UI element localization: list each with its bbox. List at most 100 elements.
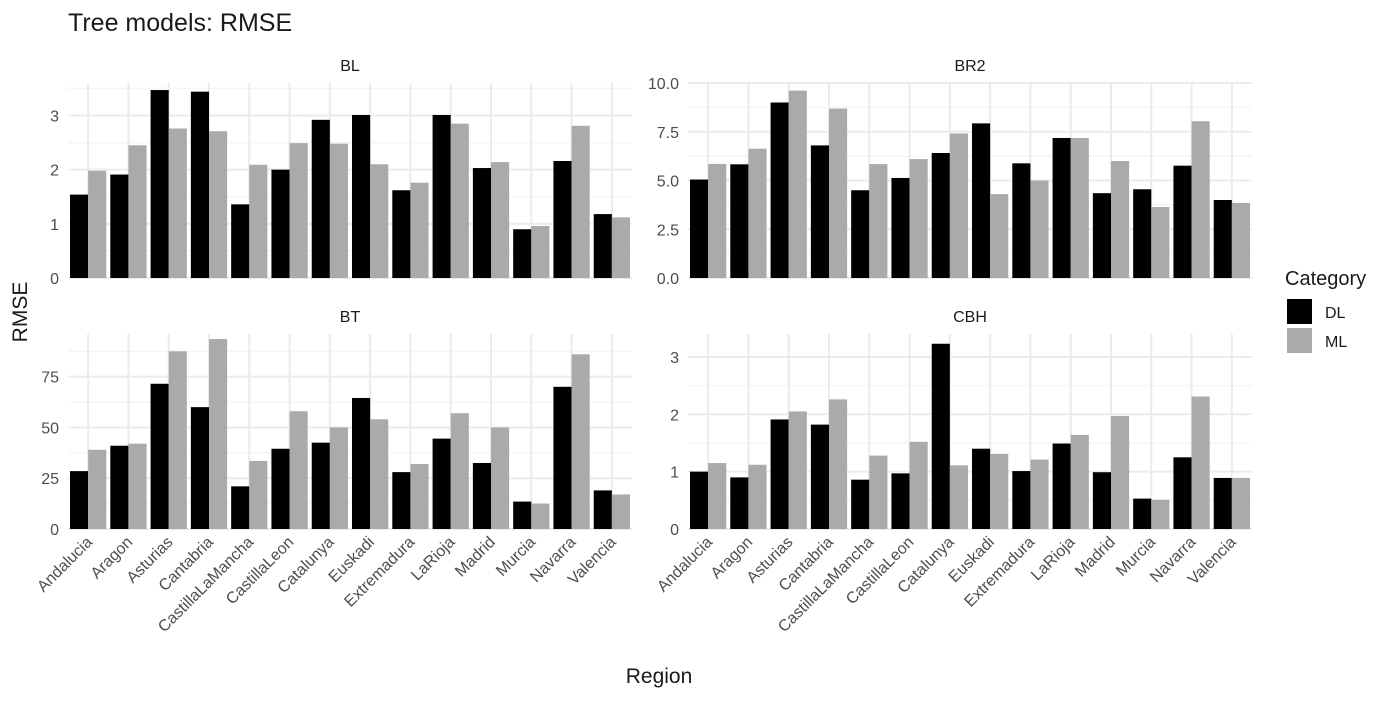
bar-dl-euskadi xyxy=(352,114,371,278)
bar-ml-extremadura xyxy=(410,464,429,529)
y-tick-label: 3 xyxy=(50,109,59,126)
y-tick-label: 25 xyxy=(41,471,59,488)
bar-ml-euskadi xyxy=(370,419,389,529)
facet-strip-label: BR2 xyxy=(954,58,985,75)
y-tick-label: 1 xyxy=(50,217,59,234)
legend: Category DL ML xyxy=(1285,268,1366,353)
bar-ml-extremadura xyxy=(1030,180,1049,278)
bar-ml-madrid xyxy=(491,162,510,278)
bar-dl-castillaleon xyxy=(271,448,290,529)
bar-dl-larioja xyxy=(1052,137,1071,278)
bar-ml-aragon xyxy=(748,148,767,278)
bar-dl-aragon xyxy=(110,174,129,278)
bar-ml-euskadi xyxy=(990,453,1009,529)
bar-ml-murcia xyxy=(1151,499,1170,529)
bar-ml-castillalamancha xyxy=(249,164,268,278)
bar-ml-castillalamancha xyxy=(869,164,888,278)
bar-ml-asturias xyxy=(788,411,807,529)
bar-ml-catalunya xyxy=(329,427,348,529)
bar-ml-extremadura xyxy=(410,182,429,278)
bar-ml-castillaleon xyxy=(289,411,308,529)
bar-dl-valencia xyxy=(593,490,612,529)
x-tick-label: Madrid xyxy=(452,534,499,581)
bar-ml-valencia xyxy=(1231,477,1250,529)
legend-label-dl: DL xyxy=(1325,305,1346,322)
bar-dl-navarra xyxy=(553,161,572,278)
bar-ml-navarra xyxy=(571,354,590,529)
facet-strip-label: BT xyxy=(340,309,361,326)
chart-title: Tree models: RMSE xyxy=(68,9,292,37)
bar-dl-andalucia xyxy=(690,179,709,278)
x-tick-label: Andalucia xyxy=(654,534,716,596)
y-tick-label: 5.0 xyxy=(657,174,679,191)
bar-ml-castillaleon xyxy=(909,159,928,278)
bar-dl-aragon xyxy=(730,164,749,278)
bar-dl-andalucia xyxy=(70,194,89,278)
bar-dl-euskadi xyxy=(352,397,371,529)
bar-ml-navarra xyxy=(1191,396,1210,529)
bar-dl-aragon xyxy=(730,477,749,529)
y-tick-label: 0.0 xyxy=(657,271,679,288)
bar-ml-navarra xyxy=(1191,121,1210,278)
y-tick-label: 1 xyxy=(670,465,679,482)
bar-dl-aragon xyxy=(110,445,129,529)
bar-ml-cantabria xyxy=(209,131,228,278)
bar-ml-madrid xyxy=(491,427,510,529)
bar-ml-murcia xyxy=(531,503,550,529)
bar-ml-asturias xyxy=(168,128,187,278)
bar-dl-cantabria xyxy=(810,145,829,278)
bar-ml-cantabria xyxy=(829,108,848,278)
y-tick-label: 2 xyxy=(50,163,59,180)
bar-dl-catalunya xyxy=(311,119,330,278)
bar-ml-andalucia xyxy=(708,463,727,529)
bar-dl-madrid xyxy=(472,462,491,529)
bar-dl-murcia xyxy=(1133,189,1152,278)
bar-dl-andalucia xyxy=(70,471,89,529)
y-tick-label: 0 xyxy=(50,522,59,539)
facet-panel-br2: 0.0 2.5 5.0 7.5 10.0 BR2 xyxy=(648,58,1252,288)
bar-dl-catalunya xyxy=(931,343,950,529)
legend-swatch-dl xyxy=(1287,299,1312,324)
bar-dl-andalucia xyxy=(690,471,709,529)
bar-ml-aragon xyxy=(748,464,767,529)
bar-dl-asturias xyxy=(770,102,789,278)
bar-dl-castillaleon xyxy=(891,177,910,278)
bar-dl-madrid xyxy=(472,168,491,278)
x-tick-label: LaRioja xyxy=(1028,534,1078,584)
y-tick-label: 0 xyxy=(670,522,679,539)
bar-dl-navarra xyxy=(1173,457,1192,529)
bar-ml-catalunya xyxy=(949,133,968,278)
bar-dl-castillalamancha xyxy=(231,204,250,278)
y-tick-label: 0 xyxy=(50,271,59,288)
bar-ml-castillalamancha xyxy=(869,455,888,529)
y-tick-label: 7.5 xyxy=(657,125,679,142)
bar-dl-valencia xyxy=(1213,477,1232,529)
y-tick-label: 10.0 xyxy=(648,76,679,93)
bar-dl-catalunya xyxy=(931,153,950,278)
legend-label-ml: ML xyxy=(1325,334,1347,351)
bar-ml-andalucia xyxy=(88,449,107,529)
x-tick-label: Andalucia xyxy=(34,534,96,596)
bar-dl-euskadi xyxy=(972,448,991,529)
bar-ml-larioja xyxy=(450,123,469,278)
bar-dl-asturias xyxy=(150,383,169,529)
bar-dl-larioja xyxy=(1052,443,1071,529)
bar-dl-castillalamancha xyxy=(851,479,870,529)
bar-ml-aragon xyxy=(128,145,147,278)
bar-ml-euskadi xyxy=(990,194,1009,278)
bar-dl-navarra xyxy=(553,386,572,529)
bar-ml-castillaleon xyxy=(289,143,308,278)
x-axis-label: Region xyxy=(626,665,693,688)
bar-ml-valencia xyxy=(611,217,630,278)
facet-strip-label: CBH xyxy=(953,309,987,326)
bar-ml-valencia xyxy=(1231,202,1250,278)
facet-panel-cbh: 0123CBHAndaluciaAragonAsturiasCantabriaC… xyxy=(654,309,1252,636)
bar-ml-murcia xyxy=(531,226,550,278)
bar-ml-andalucia xyxy=(708,163,727,278)
bar-dl-cantabria xyxy=(190,407,209,529)
bar-dl-extremadura xyxy=(392,472,411,529)
y-axis-label: RMSE xyxy=(9,282,32,343)
y-tick-label: 75 xyxy=(41,370,59,387)
y-tick-label: 50 xyxy=(41,420,59,437)
